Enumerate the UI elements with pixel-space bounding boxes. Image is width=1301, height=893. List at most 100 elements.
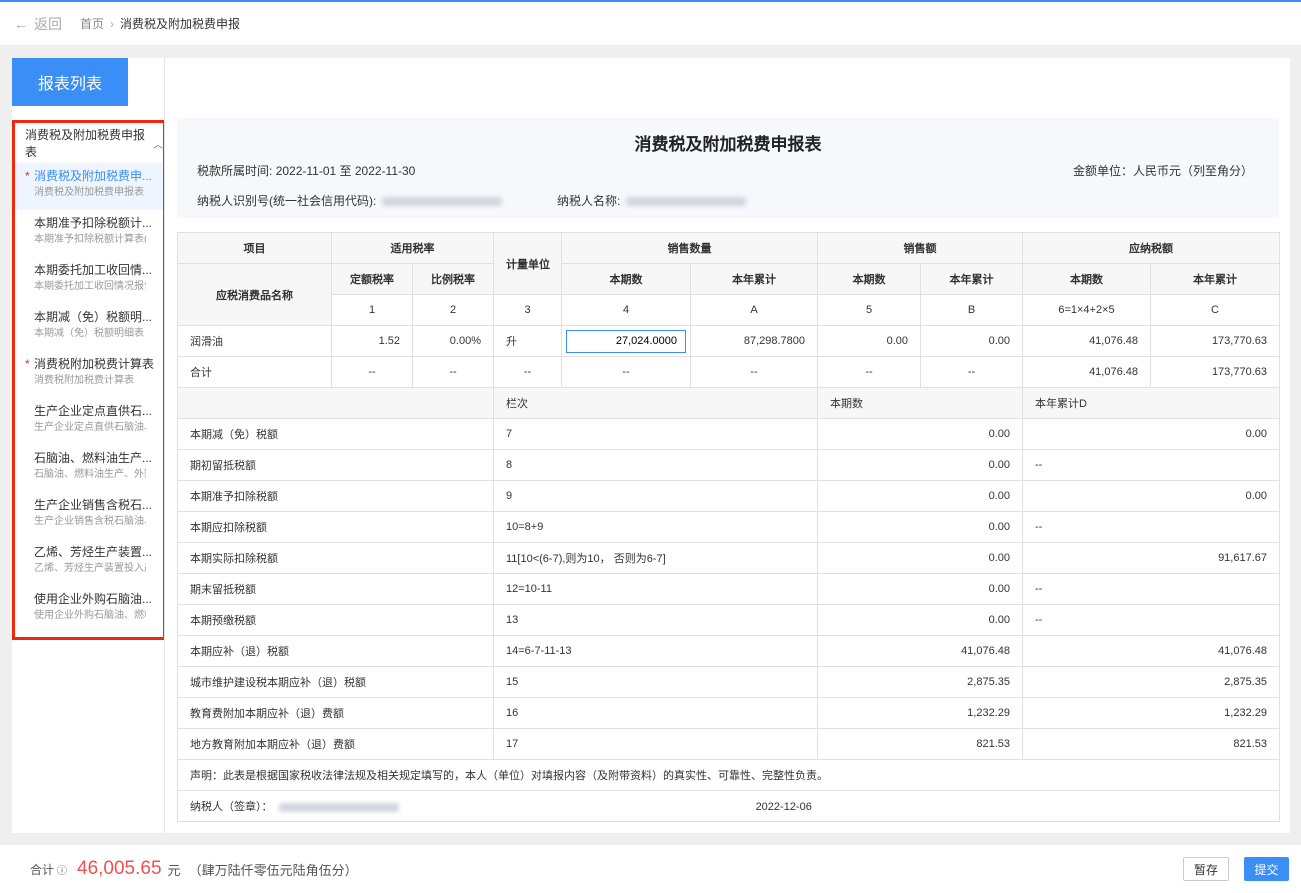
index-cell: 5 [817,294,921,326]
header-ytd: 本年累计 [690,263,818,295]
index-cell: 2 [412,294,494,326]
signature-row: 纳税人（签章）： 2022-12-06 [177,790,1280,822]
amount-ytd: 0.00 [920,325,1023,357]
breadcrumb-current: 消费税及附加税费申报 [120,17,241,31]
tax-ytd: 173,770.63 [1150,325,1280,357]
sidebar-item[interactable]: 石脑油、燃料油生产... 石脑油、燃料油生产、外购、 [15,445,163,492]
index-cell: C [1150,294,1280,326]
redacted-value [382,197,503,207]
row-cur: 0.00 [817,542,1023,574]
header-col: 栏次 [493,387,818,419]
header-ytd-d: 本年累计D [1022,387,1280,419]
footer-bar: 合计 ⓘ 46,005.65 元 （肆万陆仟零伍元陆角伍分） [0,845,1301,893]
submit-button[interactable]: 提交 [1244,857,1289,881]
index-cell: 6=1×4+2×5 [1022,294,1151,326]
row-col: 9 [493,480,818,512]
row-cur: 0.00 [817,480,1023,512]
dash: -- [920,356,1023,388]
item-subtitle: 生产企业销售含税石脑油、燃 [34,516,146,527]
row-cur: 1,232.29 [817,697,1023,729]
total-amount: 46,005.65 [77,858,162,879]
amount-in-words: （肆万陆仟零伍元陆角伍分） [188,862,358,878]
unit: 升 [493,325,562,357]
row-col: 13 [493,604,818,636]
empty-cell [177,387,494,419]
sidebar-item[interactable]: 生产企业定点直供石... 生产企业定点直供石脑油、燃 [15,398,163,445]
breadcrumb-home[interactable]: 首页 [80,17,105,31]
sidebar-item[interactable]: 乙烯、芳烃生产装置... 乙烯、芳烃生产装置投入产出 [15,539,163,586]
table-row: 本期预缴税额 13 0.00 -- [177,604,1280,636]
redacted-value [278,802,399,812]
item-subtitle: 本期委托加工收回情况报告表 [34,281,146,292]
sidebar-title[interactable]: 报表列表 [12,58,128,106]
row-cur: 821.53 [817,728,1023,760]
row-name: 本期实际扣除税额 [177,542,494,574]
index-row: 1 2 3 4 A 5 B 6=1×4+2×5 C [178,294,1280,326]
item-subtitle: 石脑油、燃料油生产、外购、 [34,469,146,480]
item-subtitle: 使用企业外购石脑油、燃料油 [34,610,146,621]
header-item: 项目 [177,232,332,264]
total-row: 合计 -- -- -- -- -- -- -- 41,076.48 173,77… [177,356,1280,388]
row-name: 地方教育附加本期应补（退）费额 [177,728,494,760]
row-ytd: 41,076.48 [1022,635,1280,667]
sidebar-item[interactable]: 生产企业销售含税石... 生产企业销售含税石脑油、燃 [15,492,163,539]
main-panel: 消费税及附加税费申报表 税款所属时间: 2022-11-01 至 2022-11… [164,58,1290,833]
row-ytd: 2,875.35 [1022,666,1280,698]
row-ytd: 821.53 [1022,728,1280,760]
row-name: 本期应补（退）税额 [177,635,494,667]
row-col: 10=8+9 [493,511,818,543]
report-group[interactable]: 消费税及附加税费申报表 ︿ [25,128,163,159]
sidebar-item[interactable]: * 消费税附加税费计算表 消费税附加税费计算表 [15,351,163,398]
index-cell: 3 [493,294,562,326]
dash: -- [817,356,921,388]
header-tax: 应纳税额 [1022,232,1280,264]
header-fixed-rate: 定额税率 [331,263,413,295]
item-subtitle: 本期准予扣除税额计算表(成 [34,234,146,245]
item-title: * 消费税及附加税费申... [25,169,153,183]
index-cell: 4 [561,294,691,326]
sidebar: 报表列表 消费税及附加税费申报表 ︿ * 消费税及附加税费申... 消费税及附加税费申… [12,58,166,833]
redacted-value [626,197,747,207]
table-row: 本期应补（退）税额 14=6-7-11-13 41,076.48 41,076.48 [177,635,1280,667]
arrow-left-icon: ← [14,15,28,32]
item-title: 本期委托加工收回情... [34,263,153,277]
chevron-right-icon: › [110,17,115,31]
taxpayer-name: 纳税人名称: [557,192,747,209]
row-cur: 0.00 [817,604,1023,636]
row-ytd: 91,617.67 [1022,542,1280,574]
index-cell: A [690,294,818,326]
report-title: 消费税及附加税费申报表 [634,135,822,154]
info-icon[interactable]: ⓘ [57,865,68,877]
back-button[interactable]: ← 返回 [14,15,62,32]
header-cur: 本期数 [561,263,691,295]
save-draft-button[interactable]: 暂存 [1183,857,1229,881]
header-cur: 本期数 [817,263,921,295]
item-title: 本期减（免）税额明... [34,310,153,324]
currency: 元 [167,862,181,878]
item-subtitle: 消费税及附加税费申报表 [34,187,144,198]
sidebar-item[interactable]: * 消费税及附加税费申... 消费税及附加税费申报表 [15,163,163,210]
sidebar-item[interactable]: 本期减（免）税额明... 本期减（免）税额明细表 [15,304,163,351]
row-ytd: 1,232.29 [1022,697,1280,729]
sidebar-item[interactable]: 本期委托加工收回情... 本期委托加工收回情况报告表 [15,257,163,304]
sidebar-item[interactable]: 使用企业外购石脑油... 使用企业外购石脑油、燃料油 [15,586,163,633]
sidebar-item[interactable]: 本期准予扣除税额计... 本期准予扣除税额计算表(成 [15,210,163,257]
item-title: 本期准予扣除税额计... [34,216,153,230]
tax-period: 税款所属时间: 2022-11-01 至 2022-11-30 [197,164,416,178]
qty-ytd: 87,298.7800 [690,325,818,357]
qty-input[interactable] [566,329,686,353]
chevron-up-icon: ︿ [153,139,163,151]
row-name: 本期准予扣除税额 [177,480,494,512]
row-cur: 0.00 [817,573,1023,605]
header-ytd: 本年累计 [920,263,1023,295]
row-name: 教育费附加本期应补（退）费额 [177,697,494,729]
dash: -- [690,356,818,388]
row-col: 11[10<(6-7),则为10， 否则为6-7] [493,542,818,574]
item-title: 石脑油、燃料油生产... [34,451,153,465]
table-row: 地方教育附加本期应补（退）费额 17 821.53 821.53 [177,728,1280,760]
row-col: 14=6-7-11-13 [493,635,818,667]
amount-cur: 0.00 [817,325,921,357]
item-subtitle: 消费税附加税费计算表 [34,375,134,386]
ratio-rate: 0.00% [412,325,494,357]
breadcrumb: 首页 › 消费税及附加税费申报 [80,15,240,32]
